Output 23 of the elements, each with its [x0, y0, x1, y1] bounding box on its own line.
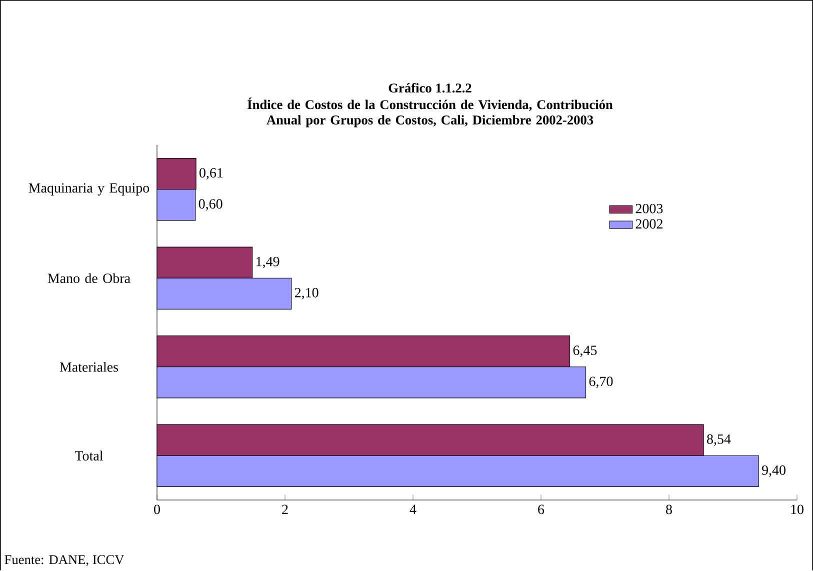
- data-label: 6,70: [589, 376, 613, 388]
- y-tick-label: Mano de Obra: [48, 273, 130, 284]
- x-tick-label: 6: [538, 504, 544, 514]
- data-label: 6,45: [573, 346, 597, 358]
- data-label: 9,40: [762, 466, 786, 478]
- data-label: 8,54: [707, 434, 731, 446]
- data-label: 1,49: [256, 257, 280, 268]
- y-tick-label: Total: [74, 450, 103, 461]
- x-tick-label: 10: [791, 504, 804, 514]
- x-tick-label: 4: [410, 504, 416, 514]
- y-tick-label: Maquinaria y Equipo: [28, 183, 150, 196]
- data-label: 0,60: [198, 199, 222, 211]
- legend-label: 2003: [636, 204, 663, 214]
- data-label: 2,10: [294, 288, 318, 300]
- source-note: Fuente: DANE, ICCV: [4, 555, 124, 566]
- x-tick-label: 8: [666, 504, 672, 514]
- x-tick-label: 2: [282, 504, 288, 514]
- chart-subtitle: Índice de Costos de la Construcción de Vivienda, Contribución Anual por Grupos de Costos, Cali, Diciembre 2002-2003: [248, 98, 613, 128]
- legend-label: 2002: [636, 219, 662, 229]
- y-tick-label: Materiales: [60, 362, 118, 372]
- chart-title: Gráfico 1.1.2.2: [388, 83, 472, 93]
- x-tick-label: 0: [154, 504, 160, 514]
- data-label: 0,61: [200, 168, 223, 180]
